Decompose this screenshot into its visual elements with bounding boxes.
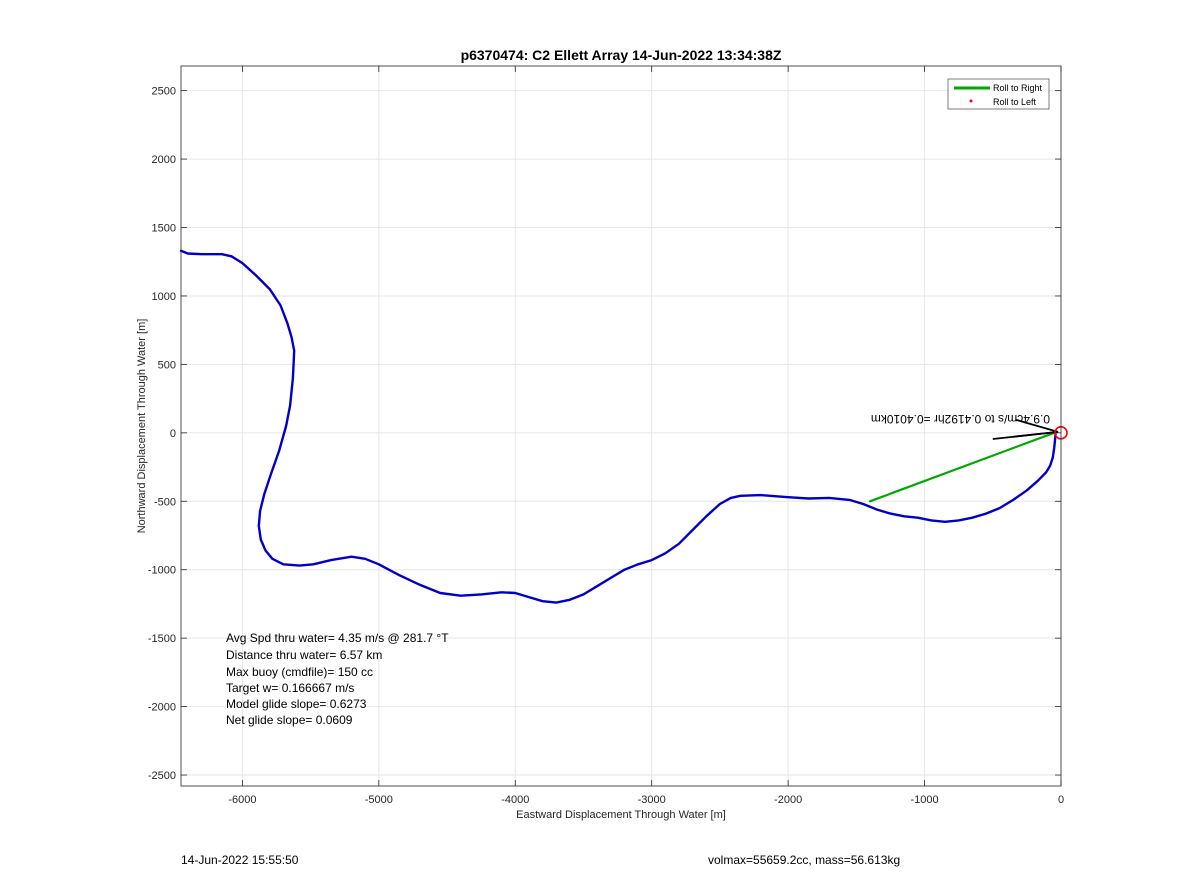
legend-box xyxy=(947,78,1050,110)
x-axis-label: Eastward Displacement Through Water [m] xyxy=(516,809,726,821)
series-line-track xyxy=(179,249,1057,604)
y-tick-label: -1500 xyxy=(148,633,176,645)
y-tick-label: -500 xyxy=(154,496,176,508)
y-tick-label: -1000 xyxy=(148,565,176,577)
series-layer xyxy=(179,249,1057,604)
stats-annotations: Avg Spd thru water= 4.35 m/s @ 281.7 °T … xyxy=(226,631,449,727)
annotation-distance: Distance thru water= 6.57 km xyxy=(226,648,382,662)
annotation-avg-speed: Avg Spd thru water= 4.35 m/s @ 281.7 °T xyxy=(226,631,449,645)
x-tick-label: -5000 xyxy=(365,794,393,806)
y-tick-label: 0 xyxy=(170,428,176,440)
footer-mass-info: volmax=55659.2cc, mass=56.613kg xyxy=(708,853,900,867)
y-tick-label: 1000 xyxy=(152,291,176,303)
legend-label-roll-left: Roll to Left xyxy=(993,97,1037,107)
chart-title: p6370474: C2 Ellett Array 14-Jun-2022 13… xyxy=(461,47,782,63)
legend-swatch-roll-left xyxy=(969,99,973,103)
plot-frame xyxy=(180,65,1062,787)
x-tick-label: -2000 xyxy=(774,794,802,806)
y-axis-label: Northward Displacement Through Water [m] xyxy=(136,319,148,534)
legend-label-roll-right: Roll to Right xyxy=(993,83,1043,93)
annotation-model-glide: Model glide slope= 0.6273 xyxy=(226,697,367,711)
y-tick-label: 2500 xyxy=(152,86,176,98)
annotation-net-glide: Net glide slope= 0.0609 xyxy=(226,713,353,727)
y-tick-label: 500 xyxy=(158,359,176,371)
plot-area xyxy=(181,66,1061,786)
footer-timestamp: 14-Jun-2022 15:55:50 xyxy=(181,853,299,867)
x-tick-label: -4000 xyxy=(501,794,529,806)
y-tick-label: -2000 xyxy=(148,702,176,714)
current-vector-label: 0.9.4cm/s to 0.4192hr =0.4010km xyxy=(871,412,1050,426)
y-tick-labels: -2500 -2000 -1500 -1000 -500 0 500 1000 1500 2000… xyxy=(148,86,176,782)
x-tick-label: -6000 xyxy=(228,794,256,806)
annotation-max-buoy: Max buoy (cmdfile)= 150 cc xyxy=(226,665,373,679)
series-line-roll-right xyxy=(868,431,1056,503)
y-tick-label: 1500 xyxy=(152,223,176,235)
x-tick-label: -1000 xyxy=(910,794,938,806)
current-arrow-head xyxy=(1012,418,1059,438)
y-tick-label: -2500 xyxy=(148,770,176,782)
x-tick-labels: -6000 -5000 -4000 -3000 -2000 -1000 0 xyxy=(228,794,1064,806)
x-tick-label: 0 xyxy=(1058,794,1064,806)
annotation-target-w: Target w= 0.166667 m/s xyxy=(226,681,354,695)
y-tick-label: 2000 xyxy=(152,154,176,166)
x-tick-label: -3000 xyxy=(638,794,666,806)
legend: Roll to Right Roll to Left xyxy=(947,78,1050,110)
